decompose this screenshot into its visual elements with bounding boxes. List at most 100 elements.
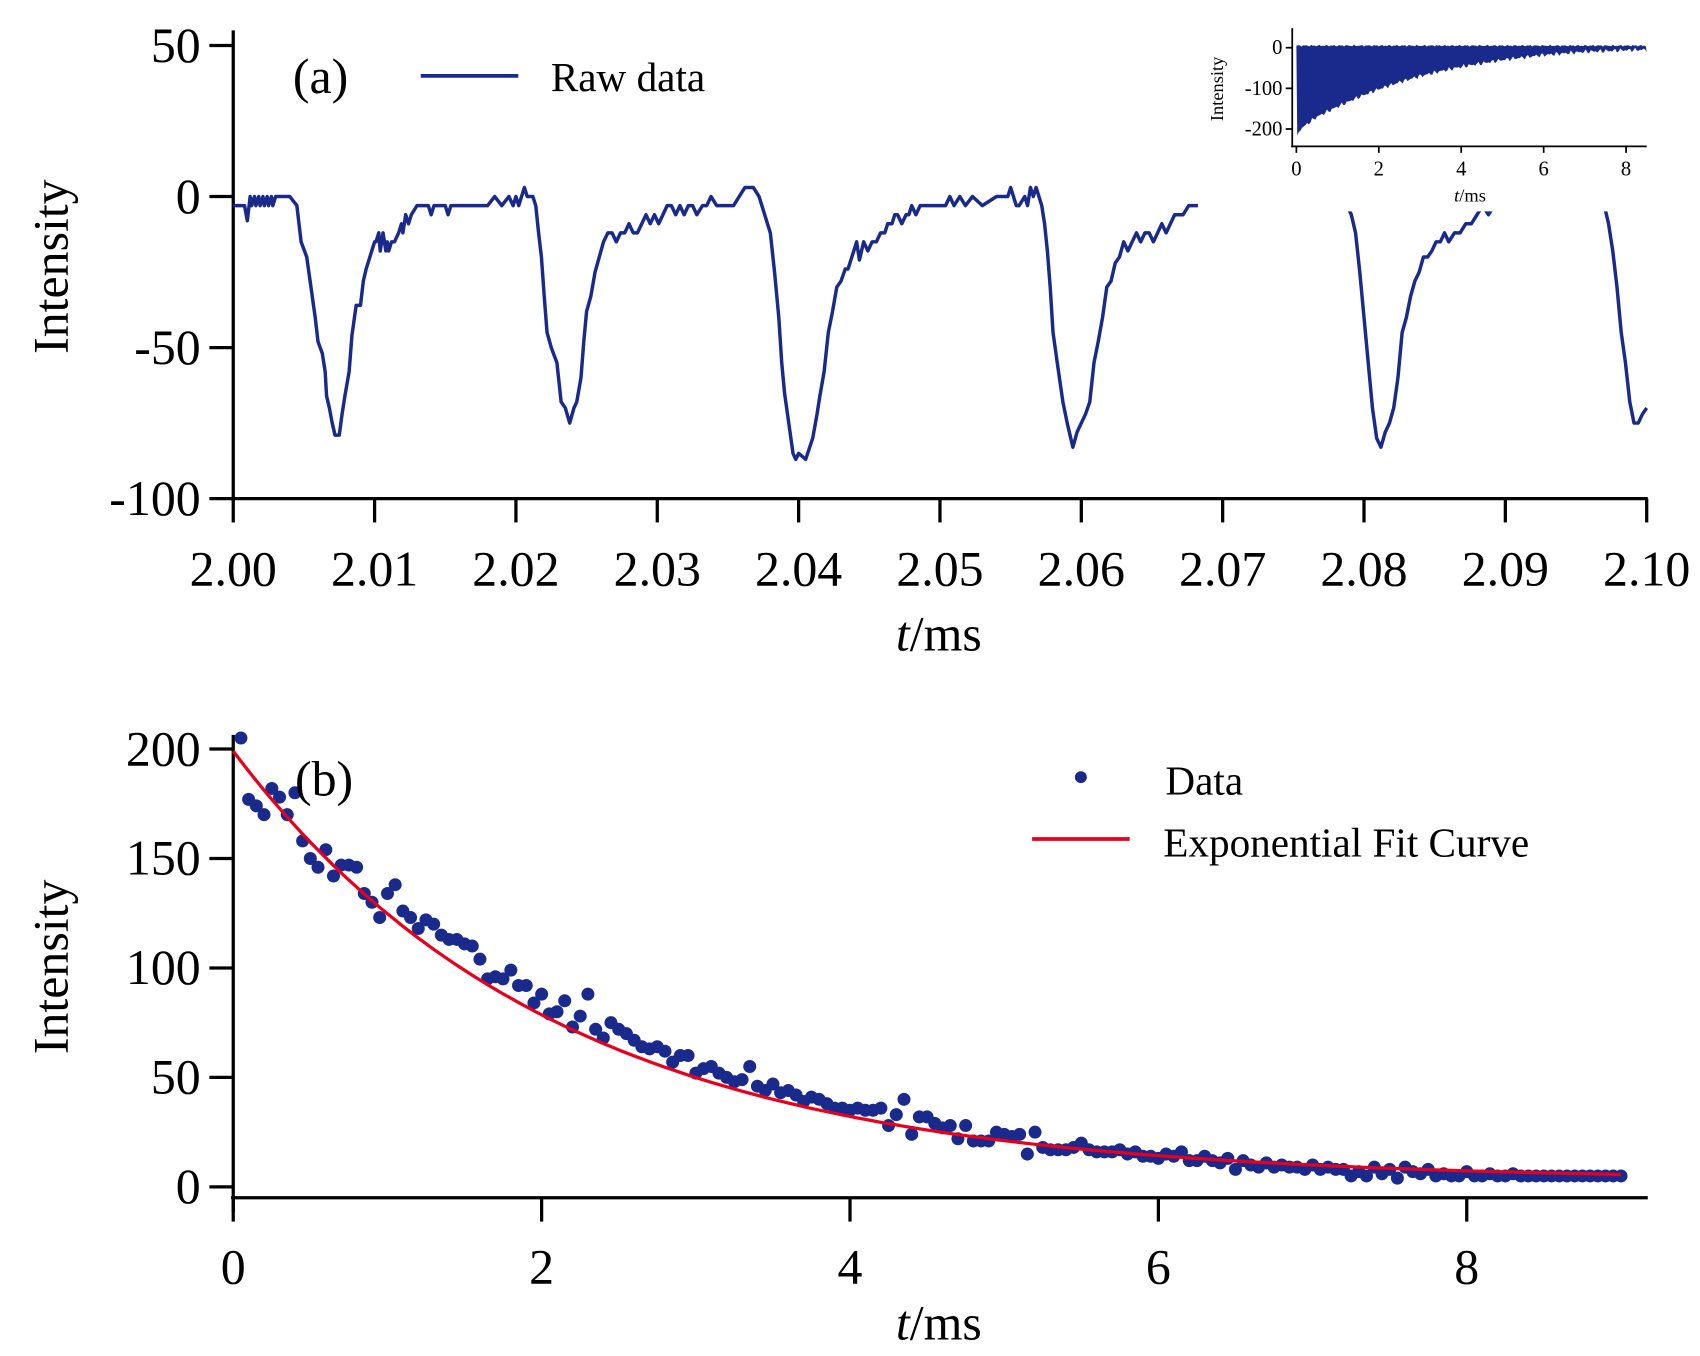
data-point [943,1119,957,1133]
data-point [496,972,510,986]
b-x-label-italic: t [896,1296,911,1351]
x-label-unit: /ms [910,606,982,661]
legend-data-label: Data [1165,758,1243,804]
panel-a: 500-50-100 2.00 2.01 2.02 2.03 2.04 2.05 2.06 2… [23,18,1690,662]
panel-a-y-ticks: 50 0 -50 -100 [109,18,234,526]
data-point [573,1009,587,1023]
data-point [388,878,402,892]
x-tick-label: 8 [1454,1239,1479,1294]
data-point [558,994,572,1008]
x-tick-label: 0 [221,1239,246,1294]
b-x-label-unit: /ms [910,1296,982,1351]
data-points [234,731,1628,1185]
x-tick-label: 2.07 [1179,541,1266,596]
data-point [1390,1171,1404,1185]
inset-y-label: Intensity [1207,56,1227,121]
data-point [897,1092,911,1106]
data-point [1013,1127,1027,1141]
data-point [766,1077,780,1091]
y-tick-label: 150 [126,831,201,886]
y-tick-label: -100 [109,471,200,526]
inset-x-tick-label: 6 [1539,159,1549,181]
data-point [535,987,549,1001]
x-tick-label: 6 [1146,1239,1171,1294]
inset-x-label: t/ms [1454,186,1486,206]
data-point [404,911,418,925]
data-point [1174,1145,1188,1159]
legend-fit-label: Exponential Fit Curve [1163,819,1529,865]
data-point [427,917,441,931]
panel-a-x-label: t/ms [896,606,982,661]
panel-a-x-ticks: 2.00 2.01 2.02 2.03 2.04 2.05 2.06 2.07 2.08 2.09… [190,498,1690,596]
panel-a-y-label: Intensity [23,179,78,354]
panel-b-label: (b) [295,752,353,807]
x-tick-label: 2.09 [1462,541,1549,596]
data-point [350,860,364,874]
inset-y-tick-label: -100 [1245,78,1283,100]
x-tick-label: 2.08 [1320,541,1407,596]
inset-y-ticks: 0 -100 -200 [1245,37,1293,140]
data-point [411,921,425,936]
data-point [681,1049,695,1063]
inset-x-ticks: 0 2 4 6 8 [1291,146,1631,181]
data-point [234,731,248,745]
data-point [735,1073,749,1087]
data-point [1028,1125,1042,1139]
panel-b-y-label: Intensity [23,880,78,1055]
data-point [1228,1162,1242,1176]
data-point [265,781,279,795]
x-tick-label: 4 [838,1239,863,1294]
data-point [380,886,394,900]
raw-data-line [233,185,1649,462]
data-point [465,939,479,953]
data-point [658,1044,672,1058]
x-tick-label: 2.01 [331,541,418,596]
data-point [1359,1169,1373,1183]
inset-x-tick-label: 8 [1621,159,1631,181]
data-point [288,786,302,800]
data-point [303,851,317,865]
data-point [327,869,341,883]
data-point [311,860,325,874]
inset-envelope-area [1296,44,1647,136]
legend-data-marker [1074,771,1087,784]
panel-b-x-ticks: 0 2 4 6 8 [221,1197,1479,1294]
data-point [273,790,287,804]
inset-x-tick-label: 0 [1291,159,1301,181]
data-point [527,996,541,1010]
data-point [743,1059,757,1073]
y-tick-label: 50 [151,1050,201,1105]
data-point [889,1108,903,1122]
data-point [589,1022,603,1036]
data-point [1020,1147,1034,1161]
data-point [249,799,263,813]
y-tick-label: 50 [151,18,201,73]
y-tick-label: 200 [126,721,201,776]
panel-b-y-ticks: 200 150 100 50 0 [126,721,234,1214]
data-point [581,987,595,1001]
data-point [1221,1151,1235,1165]
inset-x-tick-label: 2 [1374,159,1384,181]
x-tick-label: 2.05 [896,541,983,596]
panel-b: 200 150 100 50 0 0 2 4 6 8 (b) Data Exponential … [23,721,1648,1351]
inset-x-label-italic: t [1454,186,1460,206]
inset-x-tick-label: 4 [1456,159,1466,181]
legend-raw-data-label: Raw data [551,54,705,100]
data-point [959,1119,973,1133]
data-point [874,1101,888,1115]
x-tick-label: 2.04 [755,541,842,596]
x-tick-label: 2.00 [190,541,277,596]
data-point [504,963,518,977]
x-tick-label: 2.06 [1038,541,1125,596]
exponential-fit-curve [231,750,1621,1177]
x-tick-label: 2.03 [614,541,701,596]
y-tick-label: -50 [134,320,200,375]
data-point [550,1005,564,1019]
y-tick-label: 0 [176,1159,201,1214]
data-point [257,808,271,822]
x-tick-label: 2 [529,1239,554,1294]
data-point [905,1127,919,1141]
data-point [1614,1169,1628,1183]
x-label-italic: t [896,606,911,661]
